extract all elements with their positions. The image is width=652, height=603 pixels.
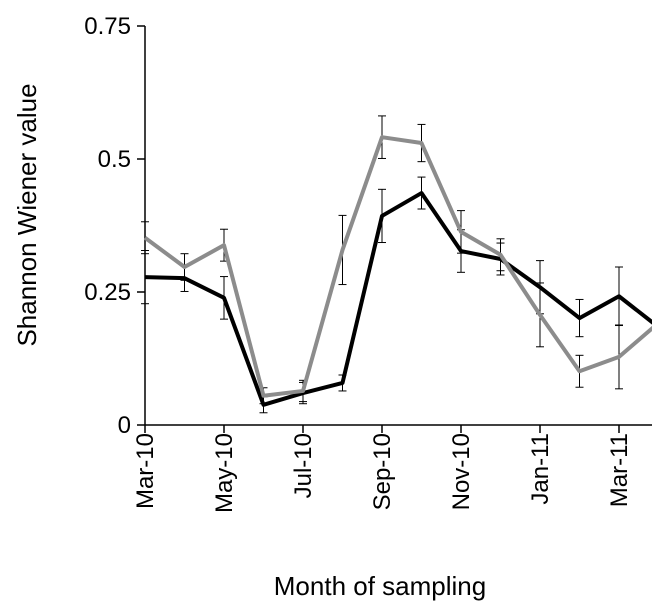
x-axis-title: Month of sampling	[274, 571, 486, 601]
x-tick-label: May-10	[211, 433, 238, 513]
series-line	[143, 135, 652, 398]
y-tick-label: 0.75	[84, 13, 131, 40]
y-tick-label: 0.5	[98, 146, 131, 173]
y-tick-label: 0	[118, 412, 131, 439]
x-tick-label: Mar-11	[606, 433, 633, 507]
series-line	[144, 191, 652, 407]
y-tick-label: 0.25	[84, 279, 131, 306]
x-tick-label: Sep-10	[369, 433, 396, 510]
x-tick-label: Nov-10	[448, 433, 475, 510]
x-tick-label: Jul-10	[290, 433, 317, 498]
x-tick-label: Jan-11	[527, 433, 554, 505]
x-tick-label: Mar-10	[132, 433, 159, 509]
y-axis-title: Shannon Wiener value	[12, 83, 42, 346]
